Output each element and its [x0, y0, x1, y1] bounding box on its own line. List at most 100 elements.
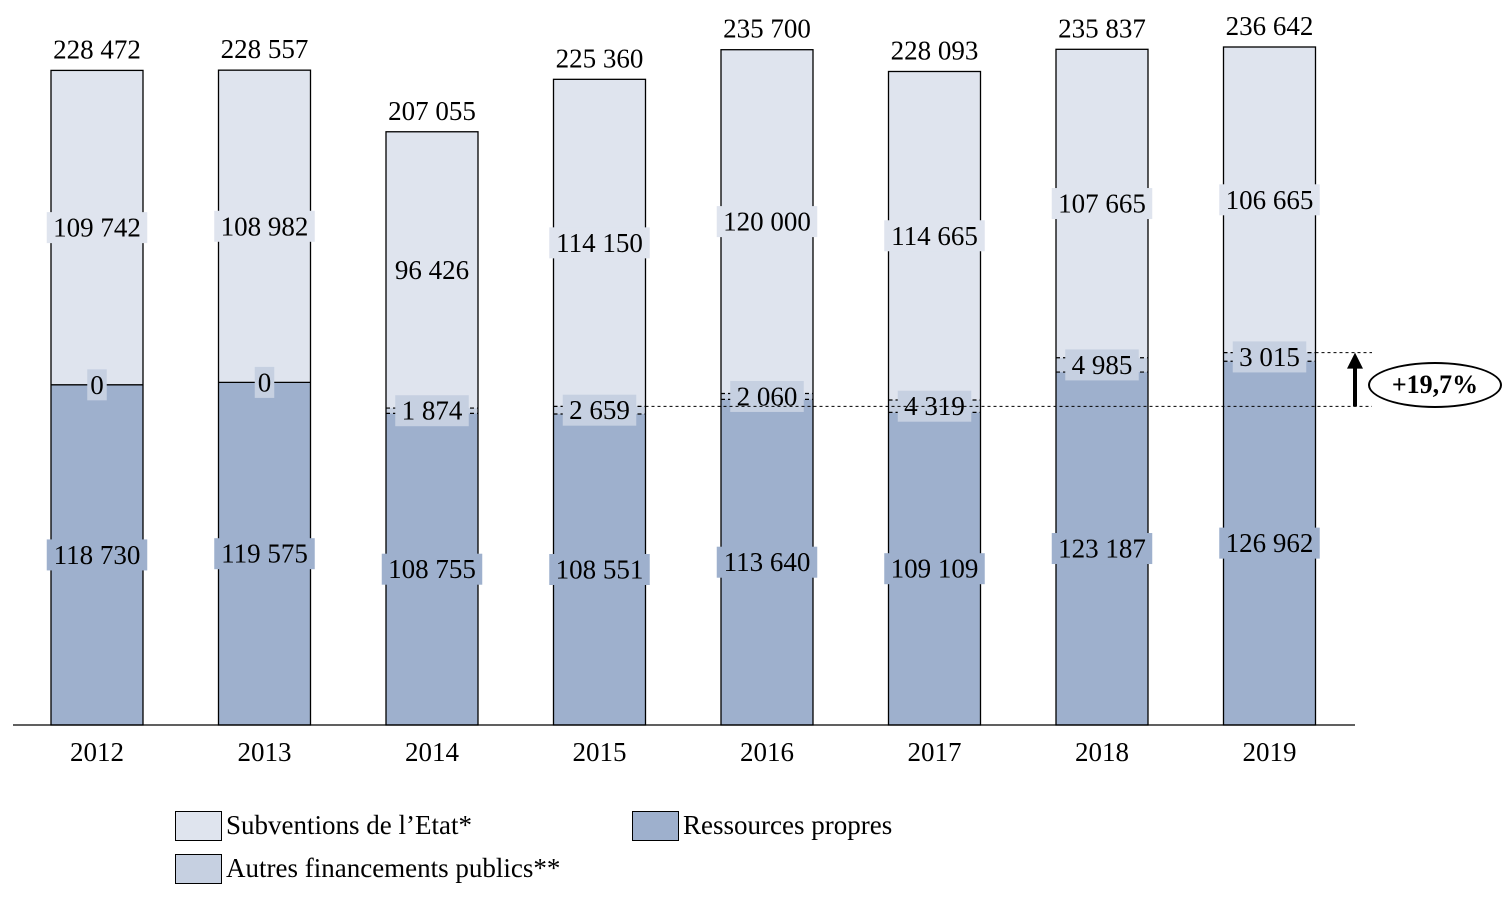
x-tick-label-2012-group: 2012: [70, 737, 124, 767]
ressources-label-2017-background: [884, 553, 985, 585]
ressources-label-2015-group: 108 551: [549, 553, 650, 585]
autres-label-2018: 4 985: [1072, 350, 1133, 380]
autres-label-2019-group: 3 015: [1232, 341, 1307, 373]
autres-label-2012-background: [87, 369, 107, 401]
autres-label-2014: 1 874: [402, 396, 463, 426]
ressources-label-2015: 108 551: [556, 554, 644, 584]
subventions-label-2014-background: [388, 254, 476, 286]
autres-label-2019: 3 015: [1239, 342, 1300, 372]
legend-swatch-ressources: [632, 810, 679, 841]
autres-label-2014-group: 1 874: [395, 395, 469, 427]
subventions-label-2013-group: 108 982: [214, 210, 315, 242]
x-tick-label-2019: 2019: [1243, 737, 1297, 767]
ressources-label-2014: 108 755: [388, 554, 476, 584]
autres-label-2017-group: 4 319: [897, 390, 972, 422]
legend-item-subventions: Subventions de l’Etat*: [175, 810, 472, 841]
autres-label-2016-group: 2 060: [730, 380, 804, 412]
autres-label-2018-background: [1065, 349, 1139, 381]
ressources-label-2013: 119 575: [221, 539, 308, 569]
subventions-label-2018-group: 107 665: [1051, 188, 1153, 220]
ressources-label-2019: 126 962: [1226, 528, 1314, 558]
ressources-label-2014-background: [381, 553, 483, 585]
subventions-label-2017-group: 114 665: [884, 220, 985, 252]
legend-item-autres: Autres financements publics**: [175, 853, 560, 884]
growth-annotation-badge: +19,7%: [1368, 362, 1502, 408]
subventions-label-2016: 120 000: [723, 207, 811, 237]
autres-label-2018-group: 4 985: [1065, 349, 1139, 381]
subventions-label-2018-background: [1051, 188, 1153, 220]
total-label-2018: 235 837: [1058, 13, 1146, 43]
ressources-label-2014-group: 108 755: [381, 553, 483, 585]
legend-swatch-subventions: [175, 810, 222, 841]
ressources-label-2016-group: 113 640: [716, 546, 818, 578]
total-label-2012-group: 228 472: [53, 34, 141, 64]
total-label-2015-group: 225 360: [556, 43, 644, 73]
ressources-label-2013-group: 119 575: [214, 538, 315, 570]
subventions-label-2017-background: [884, 220, 985, 252]
total-label-2019-group: 236 642: [1226, 11, 1314, 41]
ressources-label-2015-background: [549, 553, 650, 585]
autres-label-2013: 0: [258, 367, 272, 397]
total-label-2013-group: 228 557: [221, 34, 309, 64]
ressources-label-2019-group: 126 962: [1219, 527, 1320, 559]
subventions-label-2012-group: 109 742: [46, 212, 148, 244]
x-tick-label-2014-group: 2014: [405, 737, 460, 767]
x-tick-label-2013-group: 2013: [238, 737, 292, 767]
autres-label-2015: 2 659: [569, 395, 630, 425]
x-tick-label-2017: 2017: [908, 737, 962, 767]
total-label-2013: 228 557: [221, 34, 309, 64]
subventions-label-2019-group: 106 665: [1219, 184, 1320, 216]
ressources-label-2013-background: [214, 538, 315, 570]
legend-label-autres: Autres financements publics**: [226, 853, 561, 883]
total-label-2012: 228 472: [53, 34, 141, 64]
x-tick-label-2016-group: 2016: [740, 737, 794, 767]
subventions-label-2015: 114 150: [556, 228, 643, 258]
total-label-2017: 228 093: [891, 35, 979, 65]
subventions-label-2015-group: 114 150: [549, 227, 650, 259]
total-label-2016: 235 700: [723, 14, 811, 44]
x-tick-label-2018: 2018: [1075, 737, 1129, 767]
ressources-label-2018: 123 187: [1058, 534, 1146, 564]
x-tick-label-2019-group: 2019: [1243, 737, 1297, 767]
x-tick-label-2015-group: 2015: [573, 737, 627, 767]
subventions-label-2014-group: 96 426: [388, 254, 476, 286]
total-label-2016-group: 235 700: [723, 14, 811, 44]
autres-label-2012-group: 0: [87, 369, 107, 401]
subventions-label-2012-background: [46, 212, 148, 244]
total-label-2019: 236 642: [1226, 11, 1314, 41]
x-tick-label-2015: 2015: [573, 737, 627, 767]
legend-item-ressources: Ressources propres: [632, 810, 892, 841]
x-tick-label-2014: 2014: [405, 737, 460, 767]
ressources-label-2016-background: [716, 546, 818, 578]
total-label-2014: 207 055: [388, 96, 476, 126]
ressources-label-2018-group: 123 187: [1051, 533, 1153, 565]
ressources-label-2012-background: [46, 539, 148, 571]
autres-label-2015-group: 2 659: [562, 394, 637, 426]
autres-label-2014-background: [395, 395, 469, 427]
ressources-label-2017-group: 109 109: [884, 553, 985, 585]
ressources-label-2012: 118 730: [54, 540, 141, 570]
subventions-label-2012: 109 742: [53, 213, 141, 243]
autres-label-2019-background: [1232, 341, 1307, 373]
annotation-arrow-head: [1347, 352, 1363, 369]
ressources-label-2012-group: 118 730: [46, 539, 148, 571]
x-tick-label-2016: 2016: [740, 737, 794, 767]
subventions-label-2019-background: [1219, 184, 1320, 216]
autres-label-2013-background: [254, 366, 275, 398]
ressources-label-2017: 109 109: [891, 554, 979, 584]
autres-label-2016: 2 060: [737, 381, 798, 411]
autres-label-2012: 0: [90, 370, 104, 400]
ressources-label-2019-background: [1219, 527, 1320, 559]
subventions-label-2019: 106 665: [1226, 185, 1314, 215]
ressources-label-2018-background: [1051, 533, 1153, 565]
subventions-label-2018: 107 665: [1058, 189, 1146, 219]
subventions-label-2016-group: 120 000: [716, 206, 818, 238]
subventions-label-2014: 96 426: [395, 255, 469, 285]
legend-swatch-autres: [175, 853, 222, 884]
total-label-2015: 225 360: [556, 43, 644, 73]
total-label-2018-group: 235 837: [1058, 13, 1146, 43]
x-tick-label-2012: 2012: [70, 737, 124, 767]
x-tick-label-2018-group: 2018: [1075, 737, 1129, 767]
legend-label-subventions: Subventions de l’Etat*: [226, 810, 472, 840]
